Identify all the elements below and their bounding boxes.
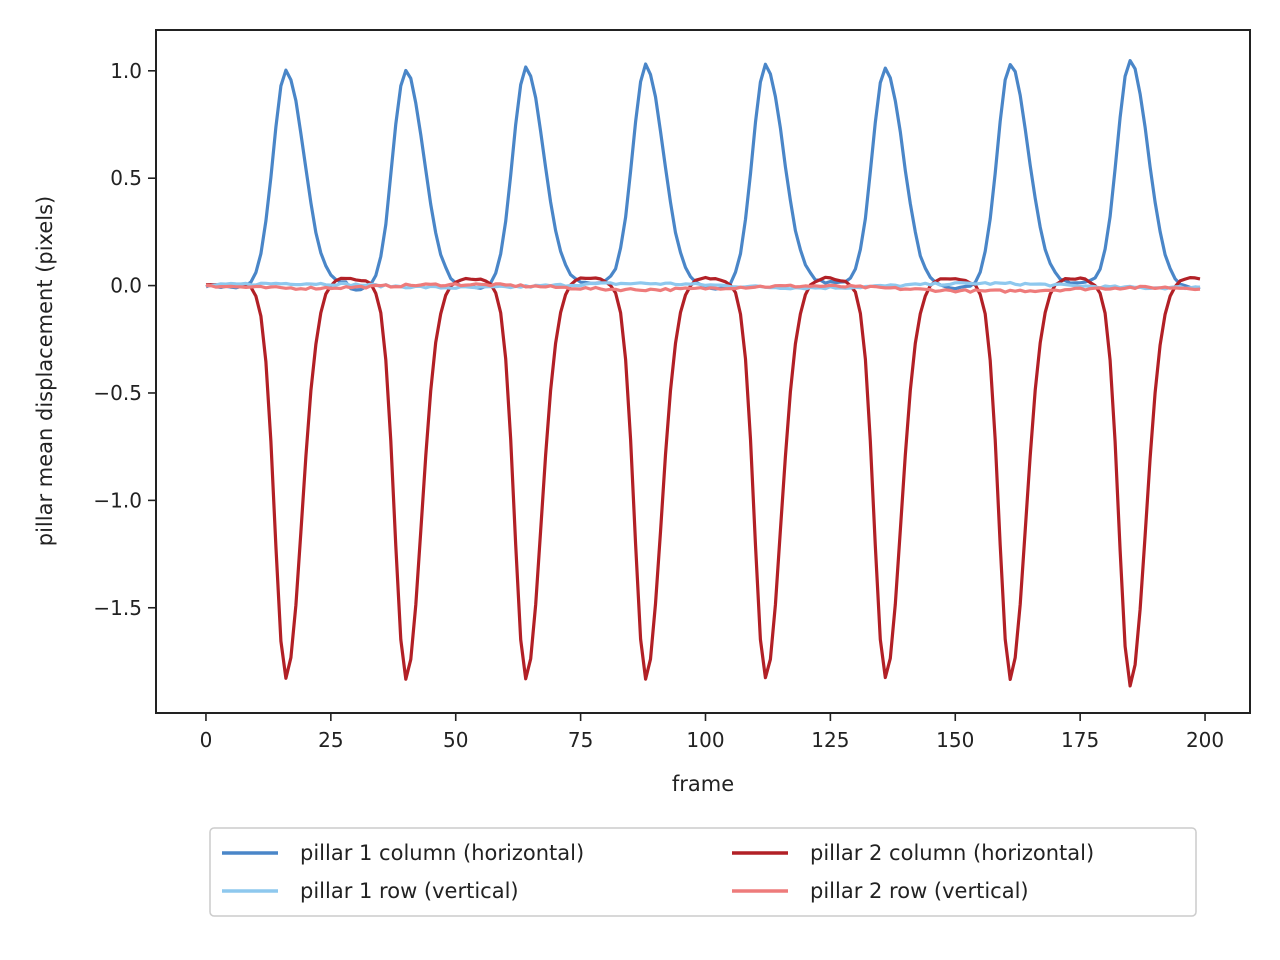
y-tick-label: 0.5 [110, 166, 142, 190]
x-tick-label: 100 [686, 728, 724, 752]
y-tick-label: −0.5 [93, 381, 142, 405]
y-axis-label: pillar mean displacement (pixels) [33, 196, 57, 546]
series-line-pillar-2-column [205, 275, 1201, 688]
x-axis-label: frame [672, 772, 734, 796]
series-line-pillar-2-row [206, 282, 1201, 294]
series-line-pillar-1-column [205, 59, 1201, 292]
legend-entry: pillar 2 column (horizontal) [810, 841, 1094, 865]
legend-box [209, 827, 1197, 917]
plot-frame [155, 29, 1251, 714]
y-tick-label: 1.0 [110, 59, 142, 83]
x-tick-label: 50 [443, 728, 468, 752]
x-tick-label: 175 [1061, 728, 1099, 752]
y-tick-label: 0.0 [110, 274, 142, 298]
x-tick-label: 150 [936, 728, 974, 752]
legend-entry: pillar 2 row (vertical) [810, 879, 1029, 903]
x-tick-label: 25 [318, 728, 343, 752]
x-tick-label: 0 [200, 728, 213, 752]
legend-entry: pillar 1 row (vertical) [300, 879, 519, 903]
series-lines [205, 59, 1201, 688]
x-tick-label: 75 [568, 728, 593, 752]
y-tick-label: −1.5 [93, 596, 142, 620]
x-tick-label: 125 [811, 728, 849, 752]
y-axis-ticks: 1.0 0.5 0.0 −0.5 −1.0 −1.5 [93, 59, 156, 620]
legend: pillar 1 column (horizontal) pillar 1 row… [209, 827, 1197, 917]
legend-entry: pillar 1 column (horizontal) [300, 841, 584, 865]
y-tick-label: −1.0 [93, 488, 142, 512]
x-tick-label: 200 [1186, 728, 1224, 752]
x-axis-ticks: 0 25 50 75 100 125 150 175 200 [200, 713, 1224, 752]
